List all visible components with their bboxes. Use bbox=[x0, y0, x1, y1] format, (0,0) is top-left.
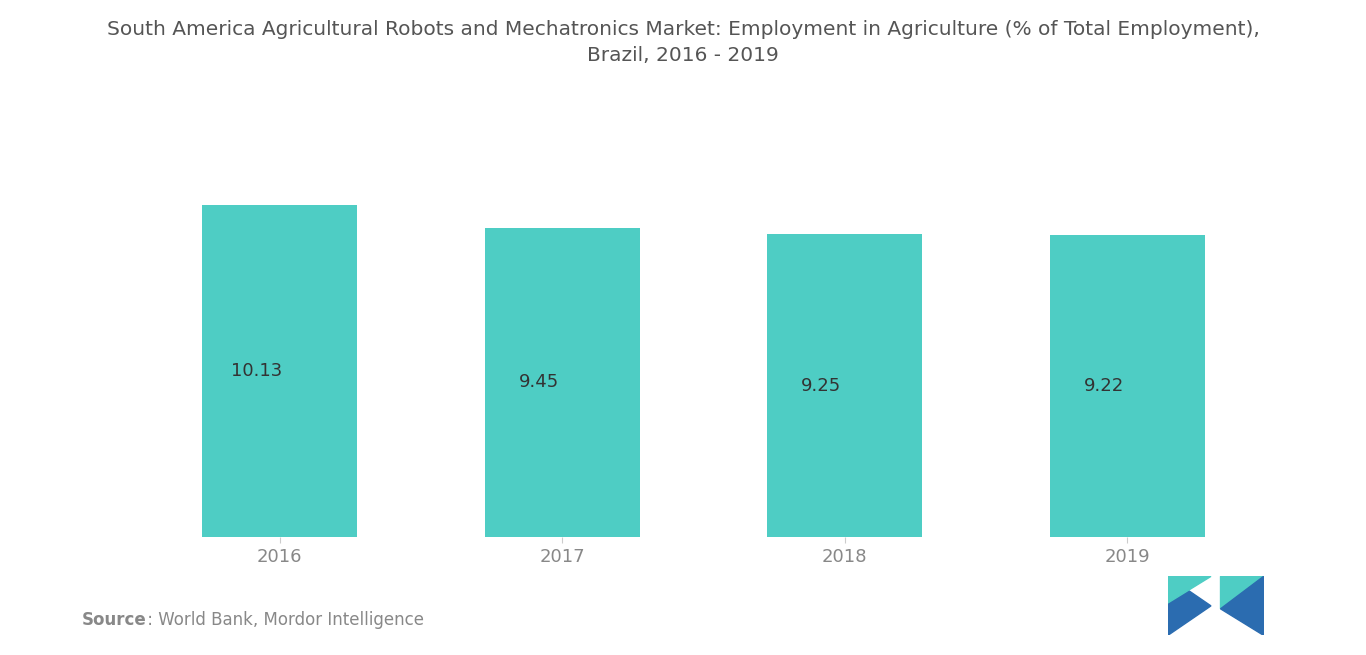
Text: 9.45: 9.45 bbox=[519, 373, 559, 391]
Polygon shape bbox=[1221, 576, 1264, 635]
Text: 9.25: 9.25 bbox=[802, 377, 841, 394]
Text: Source: Source bbox=[82, 611, 146, 629]
Polygon shape bbox=[1221, 576, 1264, 609]
Text: : World Bank, Mordor Intelligence: : World Bank, Mordor Intelligence bbox=[142, 611, 423, 629]
Text: South America Agricultural Robots and Mechatronics Market: Employment in Agricul: South America Agricultural Robots and Me… bbox=[107, 20, 1259, 65]
Text: 10.13: 10.13 bbox=[231, 362, 281, 380]
Bar bbox=[485, 228, 639, 537]
Bar bbox=[1049, 235, 1205, 537]
Bar bbox=[202, 206, 358, 537]
Polygon shape bbox=[1168, 576, 1212, 603]
Polygon shape bbox=[1168, 576, 1212, 635]
Text: 9.22: 9.22 bbox=[1083, 377, 1124, 395]
Bar bbox=[768, 234, 922, 537]
